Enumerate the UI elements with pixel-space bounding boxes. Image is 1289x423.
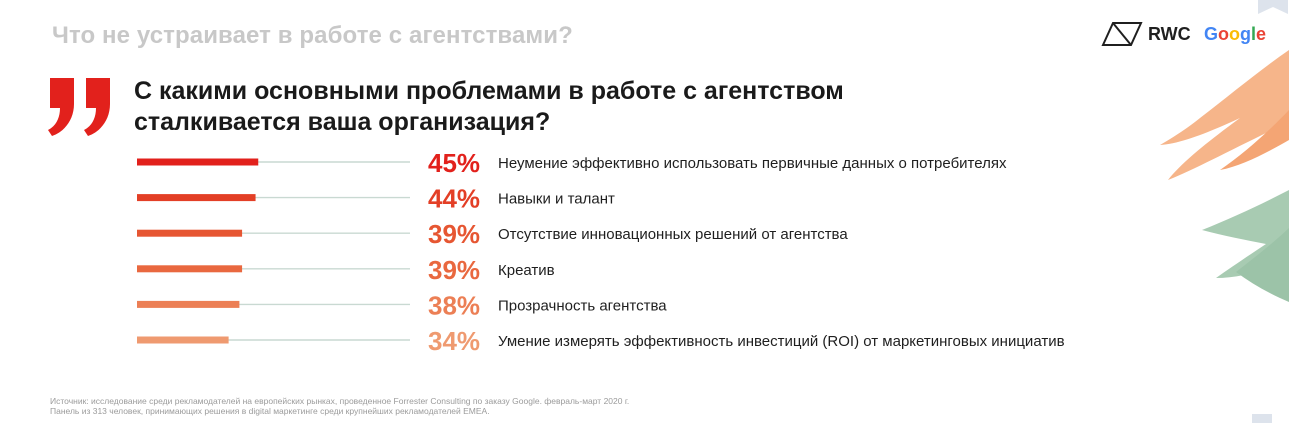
category-label: Отсутствие инновационных решений от аген… <box>498 226 848 243</box>
value-label: 39% <box>428 255 480 285</box>
bar <box>137 336 229 344</box>
category-label: Креатив <box>498 262 555 279</box>
value-label: 38% <box>428 290 480 320</box>
logos: RWC Google <box>1100 18 1280 52</box>
category-label: Навыки и талант <box>498 191 615 208</box>
brush-stroke-decoration <box>1160 50 1289 302</box>
bar <box>137 158 259 166</box>
rwc-logo-text: RWC <box>1148 24 1191 44</box>
google-logo-letter: g <box>1240 24 1252 44</box>
footnote: Источник: исследование среди рекламодате… <box>50 396 629 416</box>
google-logo-letter: l <box>1251 24 1257 44</box>
quote-icon <box>48 78 110 136</box>
corner-decoration-top <box>1258 0 1288 14</box>
value-label: 39% <box>428 219 480 249</box>
google-logo-letter: o <box>1229 24 1241 44</box>
bar-chart: 45% Неумение эффективно использовать перв… <box>137 148 1065 356</box>
category-label: Умение измерять эффективность инвестиций… <box>498 333 1065 350</box>
google-logo-letter: o <box>1218 24 1230 44</box>
footnote-line-2: Панель из 313 человек, принимающих решен… <box>50 406 490 416</box>
question-line-1: С какими основными проблемами в работе с… <box>134 77 844 105</box>
value-label: 45% <box>428 148 480 178</box>
rwc-logo-icon <box>1101 22 1143 46</box>
value-label: 34% <box>428 326 480 356</box>
category-label: Прозрачность агентства <box>498 297 667 314</box>
corner-decoration-bottom <box>1252 414 1272 423</box>
google-logo: Google <box>1204 24 1266 45</box>
google-logo-letter: G <box>1204 24 1219 44</box>
category-label: Неумение эффективно использовать первичн… <box>498 155 1007 172</box>
bar <box>137 194 256 202</box>
section-title: Что не устраивает в работе с агентствами… <box>52 22 573 49</box>
google-logo-letter: e <box>1256 24 1267 44</box>
bar <box>137 265 243 273</box>
bar <box>137 300 240 308</box>
footnote-line-1: Источник: исследование среди рекламодате… <box>50 396 630 406</box>
question-heading: С какими основными проблемами в работе с… <box>134 76 994 138</box>
value-label: 44% <box>428 184 480 214</box>
question-line-2: сталкивается ваша организация? <box>134 108 551 136</box>
bar <box>137 229 243 237</box>
